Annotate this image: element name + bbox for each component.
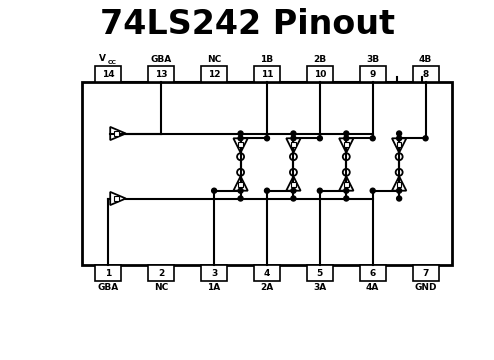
Circle shape [344,131,349,136]
Bar [344,183,349,187]
Text: 11: 11 [261,69,273,78]
Bar [201,265,227,281]
Text: 1B: 1B [260,55,274,64]
Circle shape [397,136,402,141]
Circle shape [264,136,270,141]
Circle shape [238,131,243,136]
Text: 2B: 2B [313,55,327,64]
Text: 5: 5 [317,269,323,278]
Text: 1: 1 [105,269,112,278]
Bar [307,66,333,82]
Circle shape [397,188,402,193]
Text: NC: NC [207,55,221,64]
Bar [95,66,122,82]
Bar [360,66,386,82]
Circle shape [291,136,296,141]
Circle shape [211,188,217,193]
Circle shape [291,131,296,136]
Text: 3: 3 [211,269,217,278]
Text: 3A: 3A [313,283,327,292]
Circle shape [397,131,402,136]
Bar [397,183,402,187]
Bar [291,183,296,187]
Bar [238,183,243,187]
Bar [95,265,122,281]
Text: 2A: 2A [260,283,274,292]
Circle shape [397,196,402,201]
Text: GBA: GBA [151,55,172,64]
Text: 4B: 4B [419,55,432,64]
Bar [307,265,333,281]
Bar [115,131,119,136]
Circle shape [238,196,243,201]
Bar [115,196,119,201]
Circle shape [291,196,296,201]
Circle shape [317,188,323,193]
Circle shape [264,188,270,193]
Circle shape [370,136,375,141]
Text: 1A: 1A [207,283,221,292]
Bar [344,142,349,147]
Circle shape [238,136,243,141]
Bar [254,265,280,281]
Bar [148,265,174,281]
Text: 7: 7 [422,269,429,278]
Text: 8: 8 [422,69,429,78]
Bar [360,265,386,281]
Text: 14: 14 [102,69,115,78]
Circle shape [344,188,349,193]
Text: 12: 12 [208,69,220,78]
Text: 4A: 4A [366,283,379,292]
Bar [412,265,439,281]
Bar [201,66,227,82]
Text: GBA: GBA [98,283,119,292]
Text: 10: 10 [314,69,326,78]
Bar [412,66,439,82]
Text: GND: GND [414,283,437,292]
Text: 2: 2 [158,269,165,278]
Text: CC: CC [107,60,117,65]
Text: 4: 4 [264,269,270,278]
Text: 74LS242 Pinout: 74LS242 Pinout [99,8,395,41]
Circle shape [238,188,243,193]
Circle shape [291,188,296,193]
Bar [291,142,296,147]
Bar [397,142,402,147]
Text: 13: 13 [155,69,167,78]
Text: V: V [99,54,106,63]
Circle shape [344,136,349,141]
Text: NC: NC [154,283,168,292]
Bar [238,142,243,147]
Text: SIMPLIFYING ELECTRONICS: SIMPLIFYING ELECTRONICS [248,199,352,208]
Text: 3B: 3B [366,55,379,64]
Bar [82,82,452,265]
Bar [254,66,280,82]
Circle shape [423,136,428,141]
Bar [148,66,174,82]
Circle shape [344,196,349,201]
Text: 6: 6 [370,269,376,278]
Circle shape [317,136,323,141]
Circle shape [370,188,375,193]
Text: 9: 9 [370,69,376,78]
